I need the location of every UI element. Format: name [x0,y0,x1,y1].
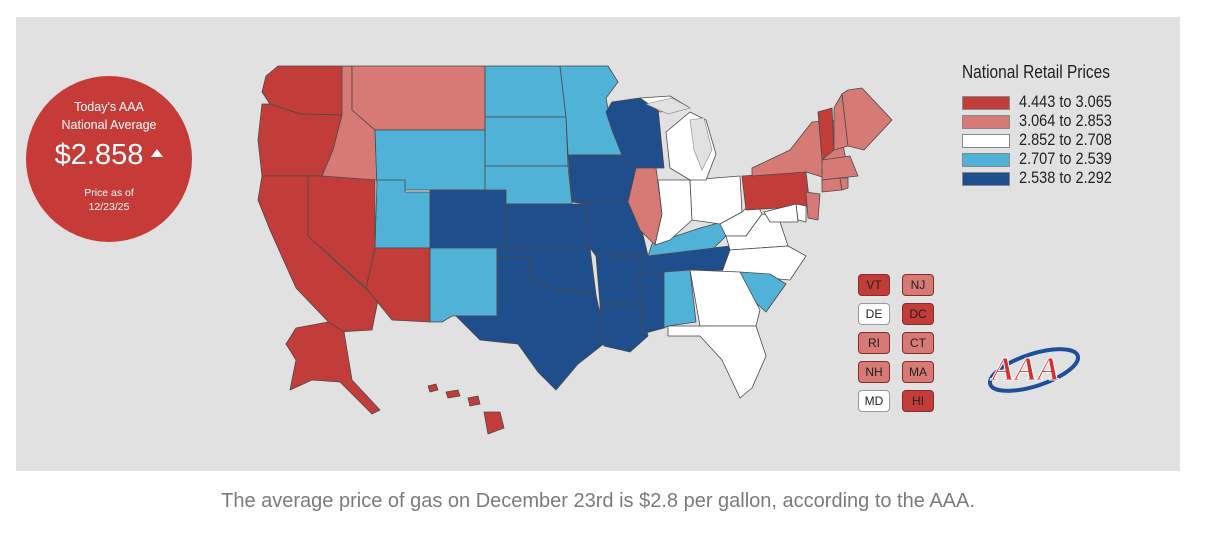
state-sd [484,116,569,167]
legend-swatch [962,133,1010,148]
legend-label: 2.538 to 2.292 [1019,169,1112,187]
legend-label: 2.852 to 2.708 [1019,131,1112,149]
state-fl [667,325,767,399]
state-az [365,247,431,323]
legend-label: 3.064 to 2.853 [1019,112,1112,130]
legend-entry: 3.064 to 2.853 [962,112,1162,131]
legend-title: National Retail Prices [962,62,1110,82]
legend-swatch [962,114,1010,129]
state-box-ct: CT [902,332,934,354]
aaa-logo-icon: AAA [987,340,1084,405]
great-lake [645,97,691,115]
legend-entry: 2.707 to 2.539 [962,150,1162,169]
state-pa [741,171,811,211]
legend-label: 4.443 to 3.065 [1019,93,1112,111]
as-of-date: 12/23/25 [88,201,130,213]
image-caption: The average price of gas on December 23r… [221,490,975,512]
state-box-dc: DC [902,303,934,325]
national-average-badge: Today's AAA National Average $2.858 Pric… [26,76,192,242]
state-ct [821,177,843,193]
price-legend: National Retail Prices 4.443 to 3.065 3.0… [962,62,1162,188]
state-ks [505,203,591,249]
up-arrow-icon [151,149,164,158]
logo-text: AAA [990,351,1060,388]
legend-entry: 2.538 to 2.292 [962,169,1162,188]
state-ga [689,269,761,327]
great-lake [689,117,713,171]
legend-swatch [962,152,1010,167]
state-co [429,189,507,249]
badge-title: Today's AAA National Average [61,100,157,132]
state-nj [805,191,821,221]
state-ma [821,155,859,181]
legend-swatch [962,171,1010,186]
state-box-de: DE [858,303,890,325]
state-md [763,203,799,223]
state-box-nh: NH [858,361,890,383]
state-ri [839,177,849,191]
national-average-price: $2.858 [54,139,144,171]
legend-swatch [962,95,1010,110]
state-box-ma: MA [902,361,934,383]
state-mt [351,65,486,131]
state-box-vt: VT [858,274,890,296]
state-hi [427,383,505,435]
legend-entry: 4.443 to 3.065 [962,93,1162,112]
state-box-md: MD [858,390,890,412]
as-of-label: Price as of [84,187,134,199]
state-nm [429,247,498,323]
state-ms [639,267,665,335]
state-me [841,87,893,151]
state-box-hi: HI [902,390,934,412]
state-ak [285,321,381,415]
state-box-ri: RI [858,332,890,354]
state-al [663,269,697,329]
state-nd [484,65,567,118]
legend-label: 2.707 to 2.539 [1019,150,1112,168]
state-tx [455,256,607,391]
legend-entry: 2.852 to 2.708 [962,131,1162,150]
state-box-nj: NJ [902,274,934,296]
state-ia [567,154,637,203]
